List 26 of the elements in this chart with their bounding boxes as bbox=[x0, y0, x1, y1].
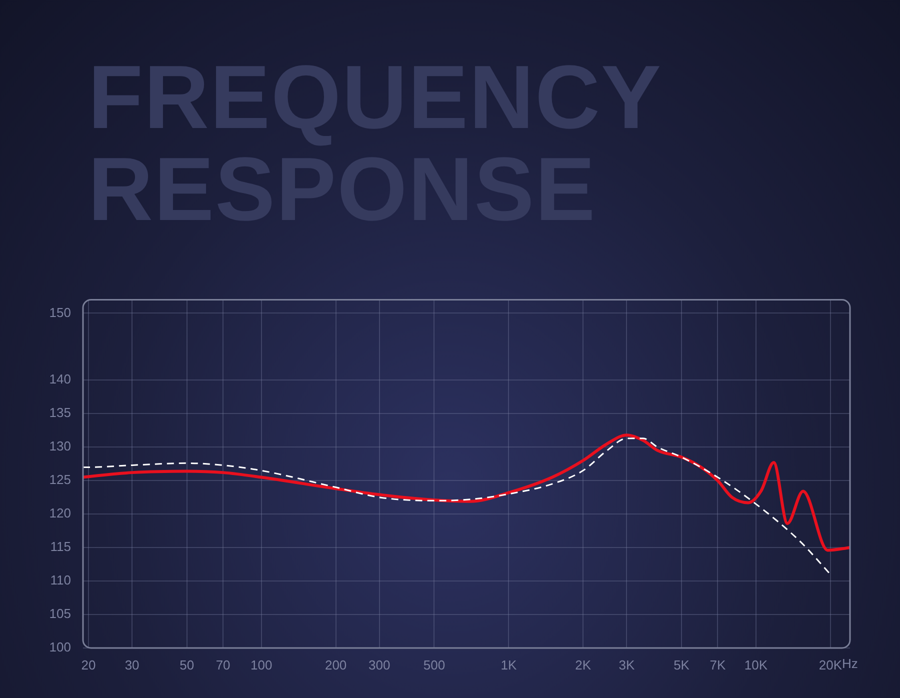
y-tick-label: 110 bbox=[50, 572, 71, 588]
x-tick-label: 5K bbox=[674, 657, 690, 672]
x-tick-label: 20 bbox=[81, 657, 96, 672]
x-tick-label: 20K bbox=[818, 657, 842, 672]
x-tick-label: 2K bbox=[575, 657, 592, 672]
x-tick-label: 100 bbox=[250, 657, 272, 672]
x-tick-label: 300 bbox=[368, 657, 390, 672]
x-tick-label: 50 bbox=[180, 657, 194, 672]
x-tick-label: 3K bbox=[618, 657, 635, 672]
x-tick-label: 200 bbox=[324, 657, 347, 672]
y-tick-label: 135 bbox=[49, 405, 71, 420]
y-tick-label: 100 bbox=[49, 640, 71, 655]
x-axis-title: Hz bbox=[842, 656, 858, 672]
y-tick-label: 115 bbox=[50, 539, 71, 554]
y-tick-label: 105 bbox=[49, 606, 71, 622]
x-tick-label: 70 bbox=[216, 657, 230, 672]
x-tick-label: 10K bbox=[744, 657, 768, 672]
y-tick-label: 120 bbox=[49, 506, 71, 521]
y-tick-label: 150 bbox=[49, 304, 71, 320]
y-tick-label: 140 bbox=[49, 372, 71, 387]
x-tick-label: 1K bbox=[500, 657, 517, 672]
x-tick-label: 7K bbox=[710, 657, 726, 672]
y-tick-label: 130 bbox=[49, 438, 71, 454]
x-tick-label: 500 bbox=[423, 657, 446, 672]
y-tick-label: 125 bbox=[49, 472, 71, 488]
x-tick-label: 30 bbox=[124, 657, 140, 672]
